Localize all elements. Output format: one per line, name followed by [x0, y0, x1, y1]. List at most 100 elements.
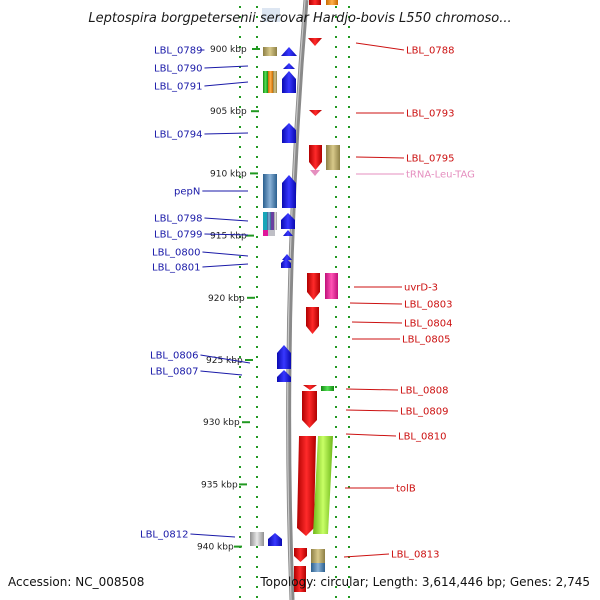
feature-bottom-steel	[311, 563, 325, 572]
gene-label[interactable]: LBL_0808	[400, 386, 448, 397]
feature-lbl-0810	[297, 436, 316, 536]
trna-label[interactable]: tRNA-Leu-TAG	[406, 170, 475, 181]
gene-leader-line	[349, 302, 403, 305]
gene-leader-line	[200, 354, 251, 364]
feature-lbl-0798-steel	[267, 212, 271, 230]
feature-lbl-0813	[294, 548, 307, 562]
tick-label: 905 kbp	[210, 107, 247, 117]
gene-label[interactable]: LBL_0810	[398, 432, 446, 443]
feature-top-red	[309, 0, 321, 5]
tick-label: 920 kbp	[208, 294, 245, 304]
gene-label[interactable]: LBL_0812	[140, 530, 188, 541]
feature-lbl-0795-khaki	[326, 145, 340, 170]
gene-label[interactable]: LBL_0790	[154, 64, 202, 75]
gene-leader-line	[345, 433, 397, 437]
gene-leader-line	[355, 156, 405, 159]
tick-label: 935 kbp	[201, 480, 238, 490]
gene-label[interactable]: LBL_0801	[152, 263, 200, 274]
feature-lbl-0798-grey	[274, 212, 277, 230]
feature-top-orange	[326, 0, 338, 5]
feature-lbl-0800	[282, 254, 292, 260]
feature-lbl-0790	[283, 63, 295, 69]
gene-label[interactable]: LBL_0809	[400, 407, 448, 418]
feature-lbl-0799-grey	[268, 230, 275, 236]
gene-label[interactable]: LBL_0794	[154, 130, 202, 141]
feature-lbl-0807	[277, 370, 291, 382]
gene-label[interactable]: LBL_0804	[404, 319, 452, 330]
gene-label[interactable]: LBL_0803	[404, 300, 452, 311]
feature-uvrd-3-pink	[325, 273, 338, 299]
feature-uvrd-3	[307, 273, 320, 300]
gene-label[interactable]: LBL_0806	[150, 351, 198, 362]
gene-label[interactable]: LBL_0791	[154, 82, 202, 93]
feature-lbl-0791-green	[263, 71, 268, 93]
tick-label: 915 kbp	[210, 232, 247, 242]
map-title: Leptospira borgpetersenii serovar Hardjo…	[88, 11, 511, 26]
gene-leader-line	[345, 388, 399, 391]
feature-lbl-0799	[283, 230, 293, 236]
gene-label[interactable]: LBL_0788	[406, 46, 454, 57]
accession-label: Accession: NC_008508	[8, 575, 144, 589]
gene-leader-line	[351, 321, 403, 324]
tick-label: 925 kbp	[206, 356, 243, 366]
gene-leader-line	[190, 533, 236, 538]
gene-leader-line	[200, 370, 243, 376]
chromosome-backbone-highlight	[287, 0, 306, 600]
gene-label[interactable]: LBL_0807	[150, 367, 198, 378]
feature-lbl-0791	[282, 71, 296, 93]
gene-label[interactable]: LBL_0793	[406, 109, 454, 120]
gene-label[interactable]: LBL_0800	[152, 248, 200, 259]
feature-lbl-0808-green	[321, 386, 334, 391]
feature-lbl-0794	[282, 123, 296, 143]
gene-label[interactable]: tolB	[396, 484, 416, 495]
gene-label[interactable]: LBL_0805	[402, 335, 450, 346]
feature-lbl-0812	[268, 533, 282, 546]
feature-lbl-0812-grey	[250, 532, 264, 546]
feature-lbl-0791-khaki	[273, 71, 277, 93]
feature-trna-leu-tag	[310, 170, 320, 176]
feature-lbl-0788	[308, 38, 322, 46]
feature-lbl-0798	[281, 213, 295, 229]
gene-label[interactable]: LBL_0795	[406, 154, 454, 165]
feature-lbl-0799-pink	[263, 230, 268, 236]
gene-leader-line	[204, 233, 249, 236]
feature-lbl-0801	[281, 258, 291, 268]
left-features	[250, 8, 297, 546]
feature-lbl-0806	[277, 345, 291, 369]
gene-label[interactable]: pepN	[174, 187, 200, 198]
feature-tolb	[313, 436, 333, 534]
gene-label[interactable]: LBL_0799	[154, 230, 202, 241]
feature-top-faint	[262, 8, 280, 22]
tick-label: 930 kbp	[203, 418, 240, 428]
gene-leader-line	[202, 263, 249, 268]
feature-lbl-0808	[303, 385, 317, 390]
tick-label: 940 kbp	[197, 543, 234, 553]
gene-leader-line	[204, 132, 249, 135]
kbp-ticks: 900 kbp 905 kbp 910 kbp 915 kbp 920 kbp 925 k…	[197, 45, 260, 553]
left-gene-labels: LBL_0789 LBL_0790 LBL_0791 LBL_0794 pepN LBL_…	[140, 46, 251, 541]
feature-lbl-0793	[309, 110, 322, 116]
feature-bottom-red	[294, 566, 306, 592]
feature-lbl-0798-purple	[271, 212, 274, 230]
tick-label: 910 kbp	[210, 169, 247, 179]
feature-lbl-0813-khaki	[311, 549, 325, 563]
gene-label[interactable]: LBL_0789	[154, 46, 202, 57]
gene-label[interactable]: LBL_0798	[154, 214, 202, 225]
right-gene-labels: LBL_0788 LBL_0793 LBL_0795 tRNA-Leu-TAG uvrD…	[343, 42, 475, 561]
right-features	[294, 0, 340, 592]
feature-lbl-0789-khaki	[263, 47, 277, 56]
gene-leader-line	[204, 81, 249, 87]
feature-pepn	[282, 175, 296, 208]
feature-lbl-0809	[302, 391, 317, 428]
gene-leader-line	[345, 409, 399, 412]
gene-leader-line	[204, 65, 249, 69]
gene-leader-line	[204, 217, 249, 222]
feature-lbl-0789	[281, 47, 297, 56]
genome-summary: Topology: circular; Length: 3,614,446 bp…	[259, 575, 590, 589]
feature-pepn-steel	[263, 174, 277, 208]
gene-leader-line	[202, 251, 249, 257]
gene-leader-line	[355, 42, 405, 51]
gene-label[interactable]: LBL_0813	[391, 550, 439, 561]
gene-label[interactable]: uvrD-3	[404, 283, 438, 294]
